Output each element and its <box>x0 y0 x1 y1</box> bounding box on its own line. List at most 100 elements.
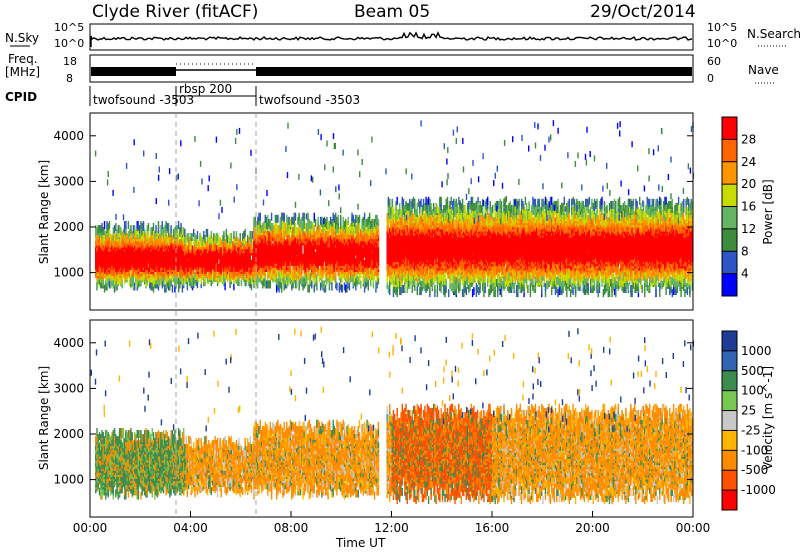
range-gate-cell <box>130 239 132 248</box>
range-gate-cell <box>405 200 407 209</box>
range-gate-cell <box>110 280 112 289</box>
range-gate-cell <box>103 239 106 248</box>
range-gate-cell <box>362 216 364 225</box>
range-gate-cell <box>376 268 378 277</box>
range-gate-cell <box>174 253 176 262</box>
range-gate-cell <box>406 202 408 211</box>
range-gate-cell <box>233 245 235 254</box>
range-gate-cell <box>365 218 367 227</box>
range-gate-cell <box>248 247 250 256</box>
range-gate-cell <box>273 231 275 240</box>
range-gate-cell <box>224 270 226 278</box>
range-gate-cell <box>164 264 166 272</box>
range-gate-cell <box>128 237 131 246</box>
range-gate-cell <box>352 214 354 223</box>
range-gate-cell <box>367 282 369 291</box>
range-gate-cell <box>219 237 221 246</box>
range-gate-cell <box>336 282 338 291</box>
range-gate-cell <box>280 233 283 242</box>
range-gate-cell <box>160 229 162 238</box>
range-gate-cell <box>324 218 327 227</box>
range-gate-cell <box>297 262 299 270</box>
range-gate-cell <box>220 239 222 248</box>
range-gate-cell <box>358 272 361 281</box>
range-gate-cell <box>306 223 308 231</box>
range-gate-cell <box>102 247 104 256</box>
range-gate-cell <box>323 249 326 258</box>
range-gate-cell <box>184 274 186 283</box>
range-gate-cell <box>392 207 395 215</box>
range-gate-cell <box>142 221 145 229</box>
range-gate-cell <box>247 251 249 260</box>
range-gate-cell <box>399 219 401 228</box>
range-gate-cell <box>309 241 312 250</box>
range-gate-cell <box>296 231 298 240</box>
range-gate-cell <box>303 231 305 240</box>
range-gate-cell <box>351 212 353 221</box>
range-gate-cell <box>130 235 132 244</box>
range-gate-cell <box>201 255 204 264</box>
range-gate-cell <box>301 221 303 229</box>
range-gate-cell <box>125 233 127 242</box>
range-gate-cell <box>265 251 268 260</box>
range-gate-cell <box>95 233 97 242</box>
range-gate-cell <box>184 251 186 260</box>
range-gate-cell <box>309 237 312 246</box>
range-gate-cell <box>346 270 348 279</box>
range-gate-cell <box>136 259 138 268</box>
range-gate-cell <box>368 221 371 229</box>
range-gate-cell <box>328 259 331 268</box>
range-gate-cell <box>239 265 241 274</box>
range-gate-cell <box>257 247 259 256</box>
range-gate-cell <box>193 239 195 248</box>
noise-left-label: N.Sky <box>5 31 39 45</box>
range-gate-cell <box>283 241 285 250</box>
range-gate-cell <box>184 235 186 244</box>
range-gate-cell <box>139 231 141 240</box>
range-gate-cell <box>370 276 372 285</box>
range-gate-cell <box>152 237 155 246</box>
range-gate-cell <box>284 262 287 270</box>
range-gate-cell <box>327 233 329 242</box>
range-gate-cell <box>299 239 302 248</box>
range-gate-cell <box>342 243 344 252</box>
range-gate-cell <box>213 255 215 264</box>
range-gate-cell <box>355 247 357 256</box>
range-gate-cell <box>260 237 263 246</box>
range-gate-cell <box>225 270 228 278</box>
range-gate-cell <box>252 231 254 239</box>
range-gate-cell <box>248 265 250 274</box>
range-gate-cell <box>121 270 123 279</box>
range-gate-cell <box>268 280 270 289</box>
date-title: 29/Oct/2014 <box>590 2 696 22</box>
noise-panel-frame <box>89 23 694 51</box>
range-gate-cell <box>319 239 322 248</box>
range-gate-cell <box>177 241 180 250</box>
freq-left-label-1: Freq. <box>8 52 38 66</box>
range-gate-cell <box>200 239 202 248</box>
range-gate-cell <box>161 221 163 229</box>
range-gate-cell <box>260 231 263 240</box>
range-gate-cell <box>307 284 309 293</box>
range-gate-cell <box>274 214 277 223</box>
range-gate-cell <box>277 214 279 223</box>
range-gate-cell <box>264 272 266 281</box>
range-gate-cell <box>254 274 256 283</box>
range-gate-cell <box>170 225 172 234</box>
range-gate-cell <box>106 225 108 234</box>
range-gate-cell <box>288 243 290 252</box>
range-gate-cell <box>312 266 314 275</box>
range-gate-cell <box>123 264 126 272</box>
range-gate-cell <box>365 264 367 272</box>
range-gate-cell <box>341 284 343 293</box>
range-gate-cell <box>341 274 343 283</box>
range-gate-cell <box>294 212 297 221</box>
range-gate-cell <box>328 239 331 248</box>
range-gate-cell <box>211 274 214 283</box>
range-gate-cell <box>324 262 327 270</box>
range-gate-cell <box>140 235 142 244</box>
range-gate-cell <box>233 282 235 291</box>
range-gate-cell <box>130 268 132 277</box>
range-gate-cell <box>125 225 127 234</box>
range-gate-cell <box>191 233 194 241</box>
